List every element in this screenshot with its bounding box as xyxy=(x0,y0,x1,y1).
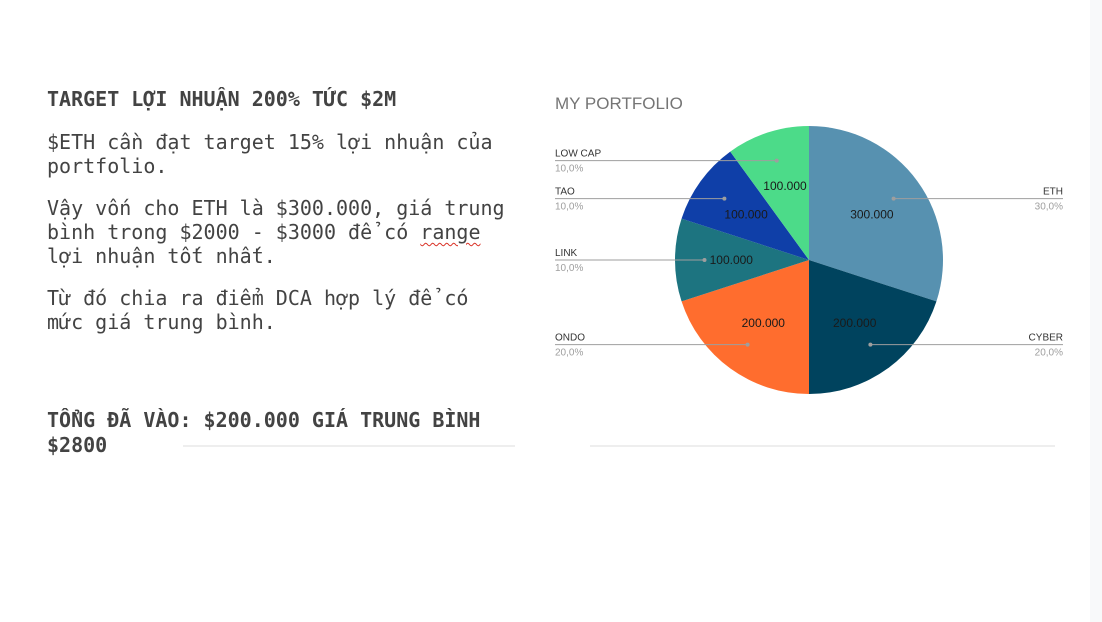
callout-name-eth: ETH xyxy=(1043,187,1063,198)
pie-slice-ondo xyxy=(681,260,809,394)
pie-slice-eth xyxy=(809,126,943,302)
callout-percent-tao: 10,0% xyxy=(555,202,583,213)
paragraph-eth-target: $ETH cần đạt target 15% lợi nhuận của po… xyxy=(47,130,493,178)
right-divider xyxy=(590,445,1055,447)
slice-value-label-tao: 100.000 xyxy=(724,207,768,221)
callout-name-link: LINK xyxy=(555,248,578,259)
pie-slice-low-cap xyxy=(730,126,809,260)
callout-dot-low-cap xyxy=(774,158,779,163)
callout-name-low-cap: LOW CAP xyxy=(555,149,601,160)
chart-title: MY PORTFOLIO xyxy=(555,94,683,113)
left-divider xyxy=(183,445,515,447)
portfolio-pie-chart: MY PORTFOLIO 300.000 200.000 200.000 100.00… xyxy=(555,94,1063,394)
callout-percent-cyber: 20,0% xyxy=(1035,348,1063,359)
callout-name-ondo: ONDO xyxy=(555,333,585,344)
slice-value-label-link: 100.000 xyxy=(710,253,754,267)
callout-percent-low-cap: 10,0% xyxy=(555,164,583,175)
callout-dot-tao xyxy=(722,196,727,201)
target-heading: TARGET LỢI NHUẬN 200% TỨC $2M xyxy=(47,87,397,111)
paragraph-dca: Từ đó chia ra điểm DCA hợp lý để có mức … xyxy=(47,286,469,334)
pie-slice-link xyxy=(675,218,809,302)
callout-percent-ondo: 20,0% xyxy=(555,348,583,359)
paragraph-eth-capital: Vậy vốn cho ETH là $300.000, giá trung b… xyxy=(47,196,507,268)
pie-slices: 300.000 200.000 200.000 100.000 100.000 100.0… xyxy=(675,126,943,394)
slice-value-label-cyber: 200.000 xyxy=(833,316,877,330)
callout-percent-link: 10,0% xyxy=(555,263,583,274)
slice-value-label-ondo: 200.000 xyxy=(742,316,786,330)
callout-dot-eth xyxy=(891,196,896,201)
slice-value-label-eth: 300.000 xyxy=(850,207,894,221)
pie-slice-cyber xyxy=(809,260,937,394)
pie-slice-tao xyxy=(681,151,809,260)
text-column: TARGET LỢI NHUẬN 200% TỨC $2M $ETH cần đ… xyxy=(47,86,507,334)
paragraph-eth-capital-part1: Vậy vốn cho ETH là $300.000, giá trung b… xyxy=(47,196,505,244)
callout-percent-eth: 30,0% xyxy=(1035,202,1063,213)
callout-name-tao: TAO xyxy=(555,187,575,198)
pie-callouts: ETH 30,0% CYBER 20,0% ONDO 20,0% LINK 10,0% TAO 1… xyxy=(555,149,1063,359)
slice-value-label-low-cap: 100.000 xyxy=(763,179,807,193)
total-invested-heading: TỔNG ĐÃ VÀO: $200.000 GIÁ TRUNG BÌNH $28… xyxy=(47,408,481,457)
callout-name-cyber: CYBER xyxy=(1029,333,1063,344)
spellcheck-word: range xyxy=(420,220,481,244)
paragraph-eth-capital-part2: lợi nhuận tốt nhất. xyxy=(47,244,276,268)
